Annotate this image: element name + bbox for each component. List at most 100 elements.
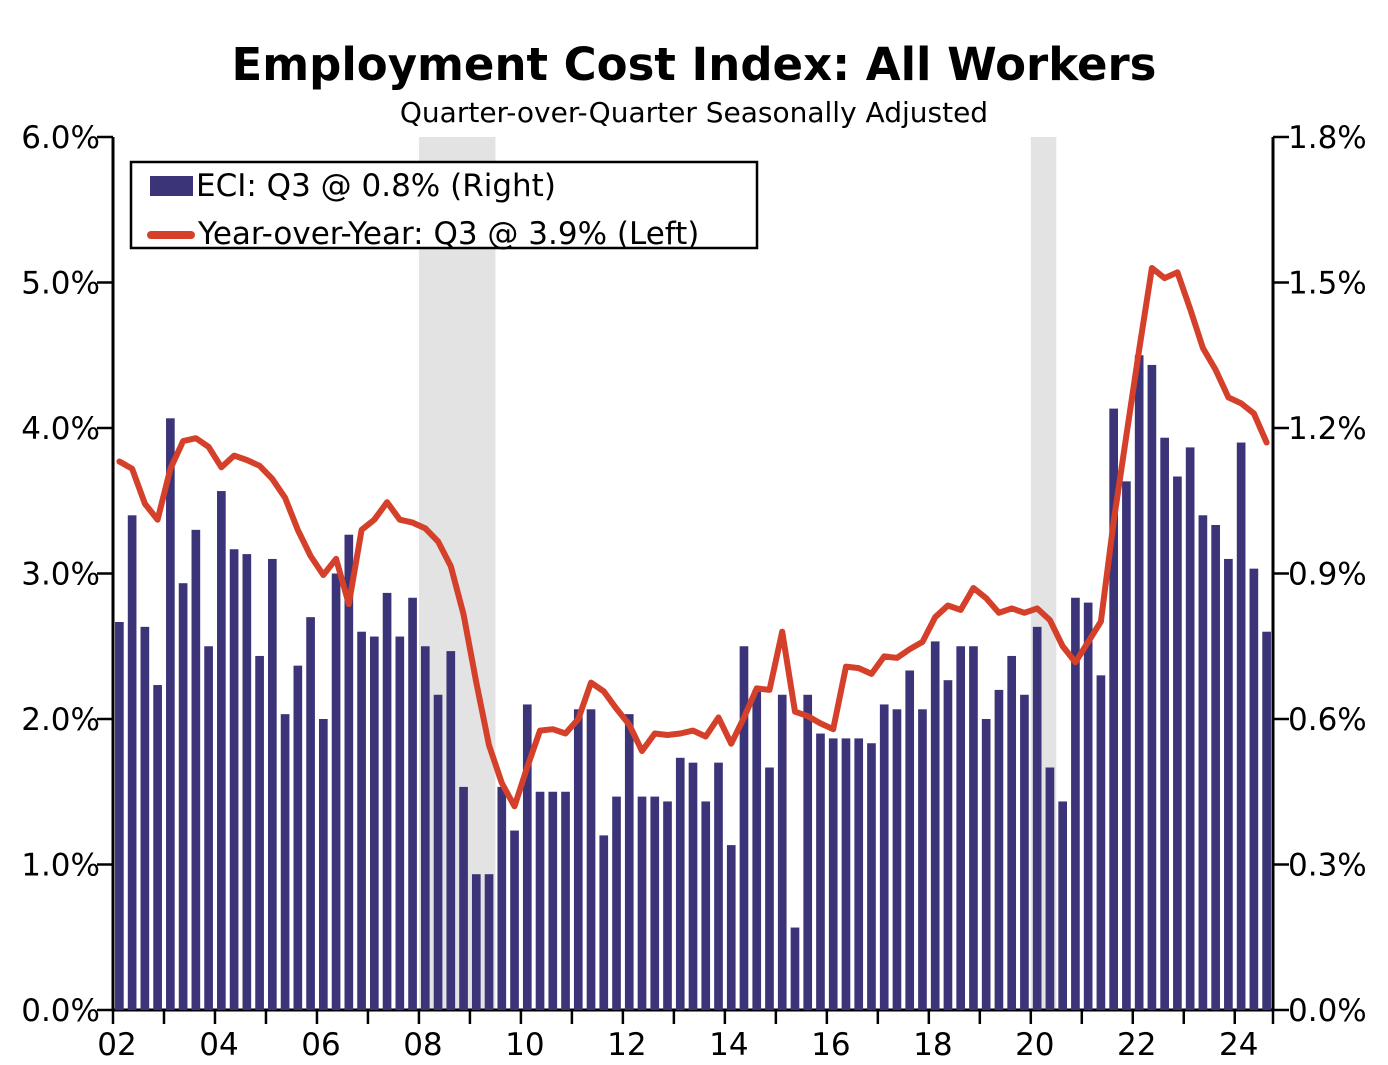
bar-2009Q4 [510, 830, 519, 1010]
bar-2023Q2 [1198, 515, 1208, 1010]
bar-2013Q3 [701, 801, 711, 1010]
bar-2014Q2 [739, 646, 749, 1010]
bar-2004Q4 [255, 655, 264, 1010]
bar-2015Q2 [790, 927, 800, 1010]
x-axis-tick-label: 16 [811, 1027, 850, 1063]
bar-2018Q2 [943, 680, 953, 1010]
bar-2011Q2 [586, 709, 596, 1010]
bar-2024Q3 [1262, 631, 1271, 1010]
left-axis-tick-label: 2.0% [21, 702, 100, 738]
left-axis-tick-label: 4.0% [21, 411, 100, 447]
yoy-line-swatch-icon [147, 231, 195, 239]
eci-bar-swatch-icon [150, 176, 193, 196]
bar-2008Q3 [446, 651, 456, 1010]
bar-2020Q1 [1032, 626, 1042, 1010]
bar-2004Q3 [242, 554, 252, 1010]
bar-2008Q1 [420, 646, 430, 1010]
chart-title: Employment Cost Index: All Workers [232, 38, 1157, 91]
bar-2011Q4 [612, 796, 621, 1010]
left-axis-tick-label: 1.0% [21, 848, 100, 884]
bar-2022Q1 [1134, 355, 1144, 1010]
bar-2015Q3 [803, 694, 813, 1010]
bar-2002Q4 [153, 685, 162, 1010]
yoy-line-path [116, 265, 1270, 810]
right-axis-tick-label: 0.3% [1288, 848, 1367, 884]
bar-2010Q2 [535, 791, 545, 1010]
bar-2021Q3 [1109, 408, 1118, 1011]
bar-2016Q2 [841, 738, 851, 1010]
bar-2013Q1 [675, 757, 685, 1010]
bar-2019Q2 [994, 689, 1004, 1010]
bar-2011Q1 [573, 709, 583, 1010]
legend-box [129, 160, 759, 250]
bar-2022Q2 [1147, 364, 1157, 1010]
recession-bands [418, 137, 1057, 1010]
x-axis-tick-label: 20 [1015, 1027, 1054, 1063]
bar-2017Q1 [879, 704, 889, 1010]
right-axis-tick-label: 1.2% [1288, 411, 1367, 447]
left-axis-tick-label: 6.0% [21, 120, 100, 156]
bar-2015Q1 [777, 694, 787, 1010]
bar-2019Q4 [1020, 694, 1029, 1010]
legend-label-yoy: Year-over-Year: Q3 @ 3.9% (Left) [197, 216, 699, 252]
axis-tick-labels: 0.0% 1.0% 2.0% 3.0% 4.0% 5.0% 6.0% 0.0% 0.3% 0.6%… [21, 120, 1367, 1063]
bar-2021Q2 [1096, 675, 1106, 1010]
bar-2024Q2 [1249, 568, 1259, 1010]
x-axis-tick-label: 06 [301, 1027, 340, 1063]
bar-2006Q1 [318, 719, 328, 1010]
right-axis-tick-label: 1.5% [1288, 266, 1367, 302]
bar-2005Q3 [293, 665, 303, 1010]
bar-2016Q4 [867, 743, 876, 1010]
bar-2019Q1 [981, 719, 991, 1010]
bar-2005Q4 [306, 617, 315, 1010]
bar-2006Q3 [344, 534, 354, 1010]
bar-2003Q1 [166, 418, 175, 1010]
bar-2014Q3 [752, 689, 762, 1010]
bar-2003Q4 [204, 646, 213, 1010]
bar-2007Q2 [382, 592, 392, 1010]
bar-2017Q4 [918, 709, 927, 1010]
x-axis-tick-label: 14 [709, 1027, 748, 1063]
bar-2007Q3 [395, 636, 405, 1010]
left-axis-tick-label: 3.0% [21, 557, 100, 593]
bar-2017Q2 [892, 709, 902, 1010]
x-axis-tick-label: 12 [607, 1027, 646, 1063]
chart-legend: ECI: Q3 @ 0.8% (Right) Year-over-Year: Q… [129, 160, 759, 252]
x-axis-tick-label: 10 [505, 1027, 544, 1063]
bar-2007Q1 [369, 636, 379, 1010]
bar-2020Q4 [1071, 597, 1080, 1010]
legend-item-yoy: Year-over-Year: Q3 @ 3.9% (Left) [147, 216, 699, 252]
right-axis-tick-label: 0.6% [1288, 702, 1367, 738]
bar-2018Q3 [956, 646, 966, 1010]
x-axis-tick-label: 04 [199, 1027, 238, 1063]
bar-2009Q3 [497, 786, 507, 1010]
bar-2005Q1 [268, 558, 277, 1010]
bar-2006Q2 [331, 573, 341, 1010]
x-axis-tick-label: 22 [1117, 1027, 1156, 1063]
bar-2010Q3 [548, 791, 558, 1010]
bar-2012Q2 [637, 796, 647, 1010]
bar-2024Q1 [1236, 442, 1246, 1010]
right-axis-tick-label: 0.0% [1288, 993, 1367, 1029]
bar-2016Q3 [854, 738, 864, 1010]
bar-2022Q3 [1160, 437, 1169, 1010]
bar-2004Q1 [217, 491, 226, 1010]
bar-2002Q1 [115, 622, 124, 1010]
bar-2004Q2 [229, 549, 239, 1010]
bar-2014Q1 [726, 845, 736, 1010]
bar-2020Q3 [1058, 801, 1068, 1010]
bar-2023Q4 [1224, 558, 1233, 1010]
left-axis-tick-label: 5.0% [21, 266, 100, 302]
bar-2013Q2 [688, 762, 698, 1010]
bar-2010Q4 [561, 791, 570, 1010]
bar-2015Q4 [816, 733, 825, 1010]
bar-2016Q1 [828, 738, 838, 1010]
yoy-line [116, 265, 1270, 810]
bar-2020Q2 [1045, 767, 1055, 1010]
x-axis-tick-label: 18 [913, 1027, 952, 1063]
bar-2018Q1 [930, 641, 940, 1010]
chart-subtitle: Quarter-over-Quarter Seasonally Adjusted [400, 96, 988, 129]
bar-2014Q4 [765, 767, 774, 1010]
bar-2021Q4 [1122, 481, 1131, 1011]
